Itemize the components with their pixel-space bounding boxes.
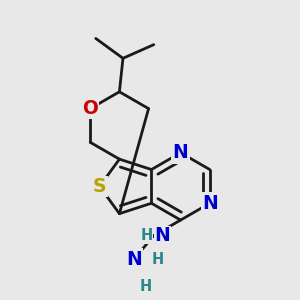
Text: N: N	[202, 194, 218, 213]
Text: H: H	[141, 228, 153, 243]
Text: O: O	[82, 99, 98, 118]
Text: N: N	[126, 250, 142, 269]
Text: N: N	[154, 226, 170, 245]
Text: H: H	[152, 252, 164, 267]
Text: H: H	[140, 279, 152, 294]
Text: S: S	[93, 177, 106, 196]
Text: N: N	[173, 143, 188, 162]
